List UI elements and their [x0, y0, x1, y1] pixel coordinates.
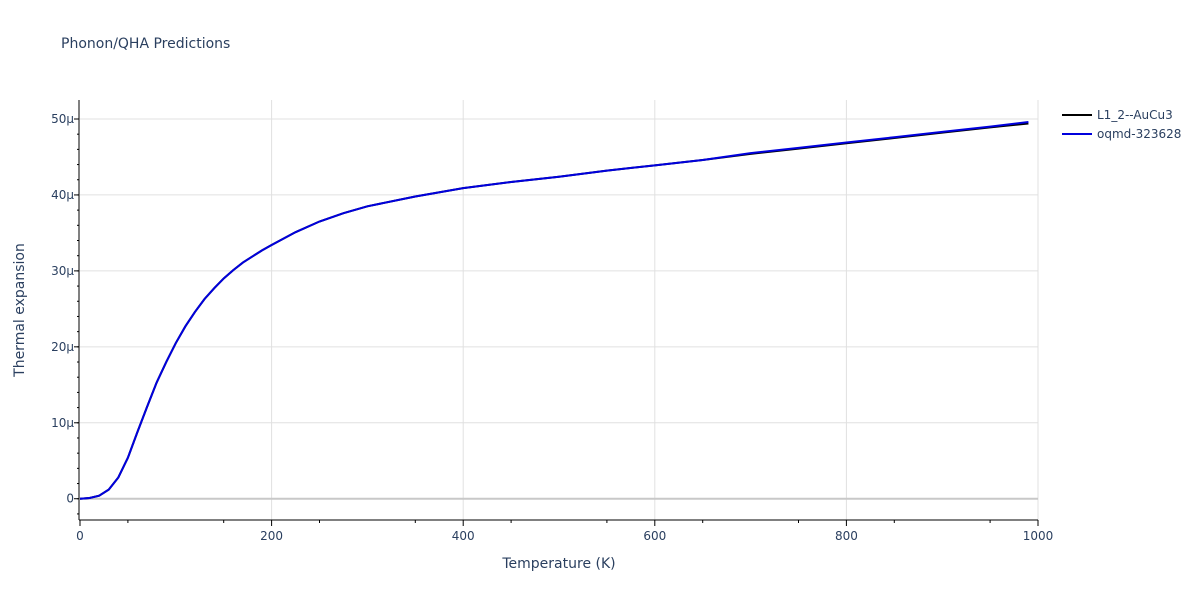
legend[interactable]: L1_2--AuCu3 oqmd-323628 — [1062, 108, 1181, 141]
tick-labels: 0 200 400 600 800 1000 0 10μ 20μ 30μ 40μ 50μ — [51, 112, 1053, 543]
x-tick-label: 600 — [643, 529, 666, 543]
gridlines — [80, 100, 1039, 520]
x-tick-label: 200 — [260, 529, 283, 543]
y-tick-label: 30μ — [51, 264, 74, 278]
y-tick-label: 0 — [66, 492, 74, 506]
y-tick-label: 10μ — [51, 416, 74, 430]
axes — [74, 100, 1039, 526]
series-lines — [79, 121, 1029, 500]
x-tick-label: 800 — [835, 529, 858, 543]
y-axis-label: Thermal expansion — [12, 243, 28, 378]
series-line-2 — [79, 121, 1029, 500]
y-tick-label: 40μ — [51, 188, 74, 202]
y-tick-label: 20μ — [51, 340, 74, 354]
x-axis-label: Temperature (K) — [501, 556, 615, 572]
legend-label[interactable]: L1_2--AuCu3 — [1097, 108, 1173, 122]
x-tick-label: 1000 — [1023, 529, 1054, 543]
x-tick-label: 400 — [452, 529, 475, 543]
series-line-1 — [79, 122, 1029, 500]
chart-title: Phonon/QHA Predictions — [61, 36, 231, 52]
y-tick-label: 50μ — [51, 112, 74, 126]
legend-label[interactable]: oqmd-323628 — [1097, 127, 1181, 141]
x-tick-label: 0 — [76, 529, 84, 543]
